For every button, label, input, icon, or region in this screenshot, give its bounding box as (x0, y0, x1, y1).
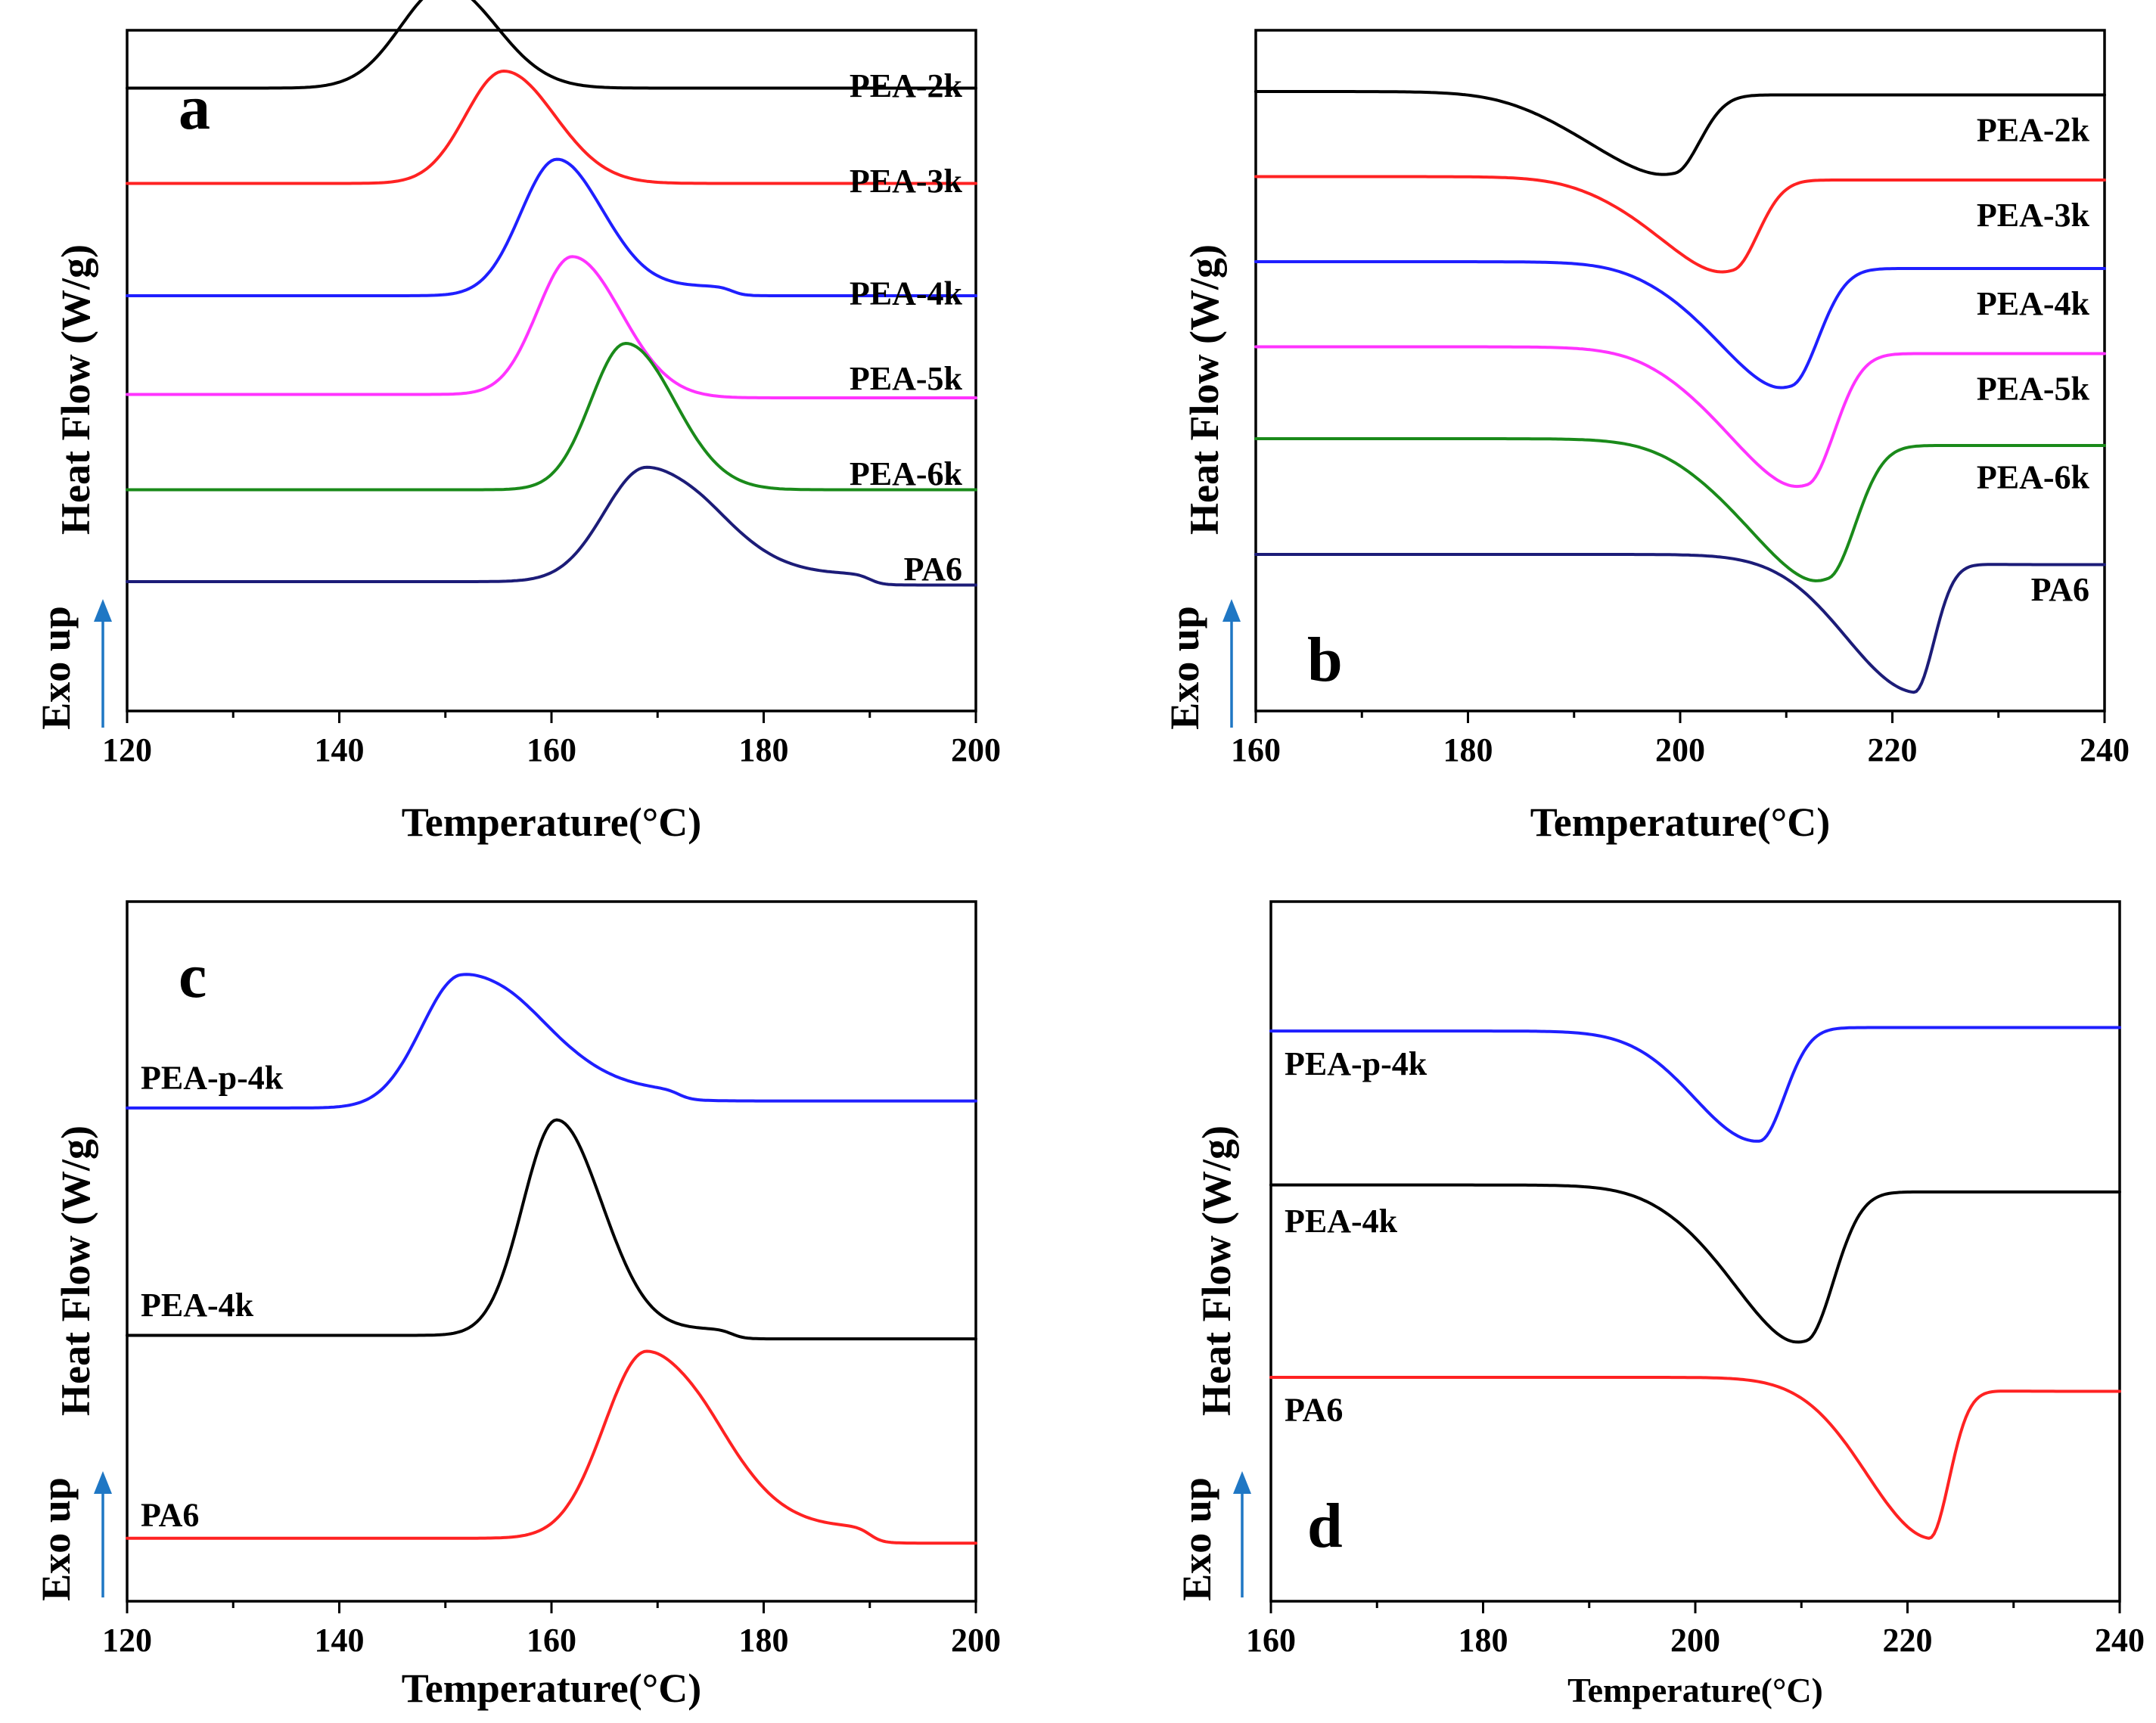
panel-d: 160 180 200 220 240 PEA-p-4k PEA-4k PA6 d Temp… (1174, 900, 2145, 1709)
x-tick-label: 160 (1231, 731, 1281, 768)
exo-up-arrowhead-a (94, 599, 112, 622)
x-tick-labels-d: 160 180 200 220 240 (1246, 1622, 2145, 1659)
x-tick-label: 140 (315, 731, 365, 768)
series-label: PEA-2k (1977, 112, 2090, 149)
exo-up-label-d: Exo up (1174, 1477, 1219, 1601)
exo-up-label-a: Exo up (33, 606, 79, 730)
exo-up-arrowhead-d (1233, 1471, 1251, 1494)
series-line-pea-5k (126, 255, 977, 399)
x-ticks-a (126, 711, 977, 723)
series-line-pea-4k (126, 1118, 977, 1341)
series-label: PEA-6k (850, 455, 963, 492)
x-axis-title-b: Temperature(°C) (1530, 799, 1831, 845)
exo-up-label-c: Exo up (33, 1477, 79, 1601)
y-axis-title-b: Heat Flow (W/g) (1182, 244, 1227, 535)
x-tick-label: 200 (1655, 731, 1705, 768)
series-label: PEA-6k (1977, 459, 2090, 496)
series-group-d: PEA-p-4k PEA-4k PA6 (1269, 1026, 2121, 1540)
x-tick-label: 120 (102, 731, 152, 768)
x-tick-label: 180 (739, 731, 789, 768)
series-label: PA6 (141, 1496, 199, 1533)
series-label: PA6 (2031, 571, 2089, 608)
series-line-pea-4k (1269, 1183, 2121, 1344)
series-label: PEA-3k (850, 163, 963, 200)
series-group-c: PEA-p-4k PEA-4k PA6 (126, 973, 977, 1545)
x-axis-title-d: Temperature(°C) (1567, 1671, 1823, 1709)
series-group-b: PEA-2k PEA-3k PEA-4k PEA-5k PEA-6k PA6 (1254, 90, 2106, 694)
plot-frame-a (126, 29, 977, 712)
y-axis-title-d: Heat Flow (W/g) (1194, 1125, 1239, 1416)
panel-letter-d: d (1307, 1491, 1343, 1561)
x-tick-label: 220 (1883, 1622, 1933, 1659)
x-tick-labels-a: 120 140 160 180 200 (102, 731, 1001, 768)
series-label: PA6 (1285, 1392, 1343, 1429)
y-axis-title-a: Heat Flow (W/g) (53, 244, 98, 535)
x-tick-label: 180 (1459, 1622, 1508, 1659)
x-ticks-b (1254, 711, 2106, 723)
x-tick-label: 240 (2080, 731, 2130, 768)
series-label: PEA-2k (850, 67, 963, 104)
series-line-pea-6k (126, 342, 977, 492)
series-line-pea-3k (1254, 175, 2106, 274)
panel-a: 120 140 160 180 200 PEA-2k PEA-3k PEA-4k PEA-5k… (33, 0, 1001, 845)
series-line-pa6 (1269, 1376, 2121, 1540)
x-tick-label: 220 (1868, 731, 1918, 768)
x-tick-label: 120 (102, 1622, 152, 1659)
series-line-pea-4k (126, 157, 977, 297)
series-label: PEA-4k (141, 1287, 254, 1324)
series-label: PEA-p-4k (141, 1059, 284, 1096)
series-label: PEA-5k (1977, 371, 2090, 408)
x-tick-label: 160 (1246, 1622, 1296, 1659)
x-tick-label: 160 (527, 1622, 576, 1659)
series-line-pea-5k (1254, 345, 2106, 489)
panel-c: 120 140 160 180 200 PEA-p-4k PEA-4k PA6 c Temp… (33, 900, 1001, 1711)
panel-b: 160 180 200 220 240 PEA-2k PEA-3k PEA-4k PEA-5k… (1162, 29, 2130, 845)
plot-frame-c (126, 900, 977, 1603)
series-group-a: PEA-2k PEA-3k PEA-4k PEA-5k PEA-6k PA6 (126, 0, 977, 588)
y-axis-title-c: Heat Flow (W/g) (53, 1125, 98, 1416)
series-line-pea-6k (1254, 437, 2106, 582)
series-label: PEA-4k (1285, 1203, 1398, 1240)
plot-frame-d (1269, 900, 2121, 1603)
x-tick-label: 200 (951, 1622, 1001, 1659)
x-tick-label: 180 (1443, 731, 1493, 768)
exo-up-arrowhead-b (1222, 599, 1241, 622)
series-line-pea-4k (1254, 260, 2106, 390)
x-tick-label: 160 (527, 731, 576, 768)
series-line-pea-p-4k (126, 973, 977, 1110)
x-tick-labels-b: 160 180 200 220 240 (1231, 731, 2130, 768)
series-label: PEA-p-4k (1285, 1045, 1427, 1082)
series-line-pea-3k (126, 70, 977, 185)
series-line-pea-2k (1254, 90, 2106, 176)
series-label: PEA-4k (1977, 285, 2090, 322)
panel-letter-a: a (179, 73, 210, 143)
panel-letter-b: b (1307, 625, 1343, 695)
x-ticks-c (126, 1601, 977, 1613)
series-label: PEA-5k (850, 360, 963, 397)
exo-up-label-b: Exo up (1162, 606, 1207, 730)
x-tick-label: 200 (951, 731, 1001, 768)
exo-up-arrowhead-c (94, 1471, 112, 1494)
series-line-pea-2k (126, 0, 977, 90)
series-label: PA6 (904, 551, 962, 588)
series-label: PEA-4k (850, 275, 963, 312)
series-line-pa6 (126, 465, 977, 587)
panel-letter-c: c (179, 941, 207, 1011)
series-line-pa6 (126, 1349, 977, 1545)
x-tick-label: 200 (1670, 1622, 1720, 1659)
x-tick-label: 140 (315, 1622, 365, 1659)
series-line-pa6 (1254, 553, 2106, 694)
x-axis-title-a: Temperature(°C) (402, 799, 702, 845)
series-label: PEA-3k (1977, 197, 2090, 234)
x-tick-label: 240 (2095, 1622, 2145, 1659)
x-tick-label: 180 (739, 1622, 789, 1659)
series-line-pea-p-4k (1269, 1026, 2121, 1143)
x-tick-labels-c: 120 140 160 180 200 (102, 1622, 1001, 1659)
x-axis-title-c: Temperature(°C) (402, 1666, 702, 1711)
x-ticks-d (1269, 1601, 2121, 1613)
